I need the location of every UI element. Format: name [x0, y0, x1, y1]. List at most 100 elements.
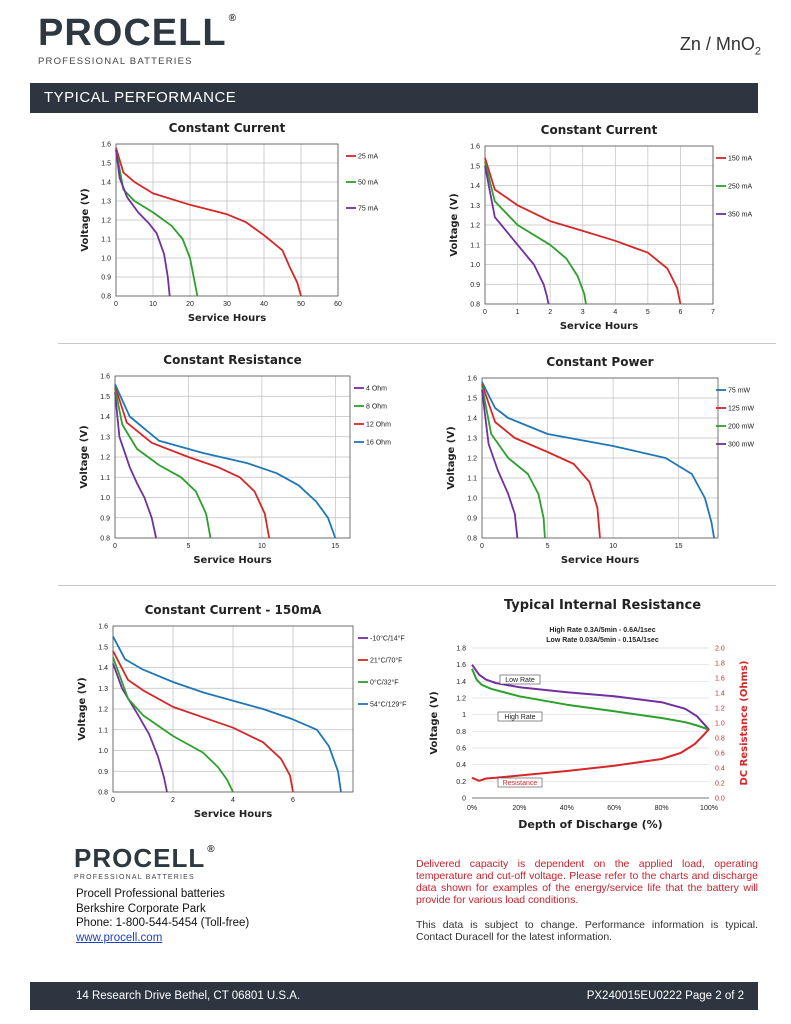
y2-tick-label: 1.0 [715, 721, 725, 728]
y-tick-label: 1.0 [470, 262, 480, 269]
y-axis-label: Voltage (V) [80, 188, 91, 251]
y-tick-label: 1.1 [98, 727, 108, 734]
series-line-125-mw [481, 383, 601, 539]
y2-tick-label: 0.6 [715, 751, 725, 758]
y-tick-label: 1.2 [101, 218, 111, 225]
legend-label: 300 mW [728, 442, 754, 449]
y2-tick-label: 1.6 [715, 676, 725, 683]
legend-label: 0°C/32°F [370, 679, 399, 687]
y-tick-label: 0.9 [98, 769, 108, 776]
y-tick-label: 1.1 [467, 476, 477, 483]
y-tick-label: 1.5 [98, 644, 108, 651]
y-tick-label: 1.0 [98, 748, 108, 755]
x-tick-label: 60% [607, 805, 621, 812]
series-line-21-c-70-f [112, 650, 294, 793]
x-axis-label: Service Hours [188, 313, 266, 324]
x-tick-label: 10 [609, 543, 617, 550]
y-tick-label: 1.0 [101, 256, 111, 263]
legend-label: 54°C/129°F [370, 701, 406, 709]
chart-title: Constant Current [541, 123, 658, 137]
legend-label: 25 mA [358, 154, 379, 161]
x-tick-label: 40 [260, 301, 268, 308]
legend-label: 50 mA [358, 180, 379, 187]
chart-title: Typical Internal Resistance [504, 598, 701, 613]
y-tick-label: 0.8 [101, 294, 111, 301]
y-tick-label: 0.8 [470, 302, 480, 309]
series-line-25-ma [115, 147, 302, 297]
plot-frame [114, 375, 351, 539]
chart-constant-power: Constant Power 0 5 10 15 0.8 0.9 1.0 1.1 1.2 1.3 1.… [446, 355, 754, 566]
x-tick-label: 0 [483, 309, 487, 316]
divider [58, 585, 776, 586]
x-tick-label: 50 [297, 301, 305, 308]
series-line--10-c-14-f [112, 663, 168, 793]
phone-number: Phone: 1-800-544-5454 (Toll-free) [76, 917, 250, 929]
x-tick-label: 0 [114, 301, 118, 308]
x-tick-label: 40% [560, 805, 574, 812]
y-axis-label: Voltage (V) [446, 426, 457, 489]
legend-label: 12 Ohm [366, 422, 391, 429]
x-tick-label: 5 [646, 309, 650, 316]
capacity-note: Delivered capacity is dependent on the a… [416, 858, 758, 906]
x-axis-label: Service Hours [560, 321, 638, 332]
legend-label: 75 mW [728, 388, 751, 395]
address-park: Berkshire Corporate Park [76, 902, 206, 915]
y-tick-label: 1.1 [100, 475, 110, 482]
legend-label: -10°C/14°F [370, 635, 405, 643]
y2-axis-label: DC Resistance (Ohms) [739, 661, 750, 786]
y-tick-label: 0 [462, 796, 466, 803]
y-tick-label: 0.8 [456, 729, 466, 736]
y-tick-label: 1.4 [100, 414, 110, 421]
series-line-300-mw [481, 389, 519, 539]
y2-tick-label: 0.2 [715, 781, 725, 788]
y-tick-label: 0.6 [456, 746, 466, 753]
plot-frame [115, 143, 339, 297]
x-axis-label: Service Hours [193, 555, 271, 566]
y-tick-label: 1.3 [470, 203, 480, 210]
y-tick-label: 1.4 [456, 679, 466, 686]
x-tick-label: 100% [700, 805, 718, 812]
series-line-200-mw [481, 385, 546, 539]
series-line-150-ma [484, 157, 682, 305]
y-tick-label: 1.2 [467, 456, 477, 463]
resistance-label-box [497, 777, 543, 788]
legend-label: 21°C/70°F [370, 657, 402, 665]
y-tick-label: 1.6 [98, 624, 108, 631]
low-rate-label: Low Rate [505, 677, 535, 684]
y-axis-label: Voltage (V) [77, 677, 88, 740]
x-tick-label: 5 [546, 543, 550, 550]
low-rate-label-box [499, 674, 541, 685]
x-tick-label: 6 [291, 797, 295, 804]
series-line-8-ohm [114, 388, 212, 539]
chart-title: Constant Current - 150mA [145, 603, 323, 617]
x-axis-label: Depth of Discharge (%) [518, 818, 662, 831]
y-tick-label: 1.5 [470, 163, 480, 170]
legend-label: 8 Ohm [366, 404, 387, 411]
y2-tick-label: 0.4 [715, 766, 725, 773]
plot-frame [484, 145, 714, 305]
chart-subtitle: Low Rate 0.03A/5min - 0.15A/1sec [546, 637, 659, 644]
x-tick-label: 10 [149, 301, 157, 308]
y2-tick-label: 0.0 [715, 796, 725, 803]
chart-internal-resistance: Typical Internal Resistance High Rate 0.3… [429, 598, 750, 831]
x-tick-label: 15 [675, 543, 683, 550]
brand-name: PROCELL [38, 12, 227, 54]
y2-tick-label: 0.8 [715, 736, 725, 743]
series-line-75-mw [481, 381, 715, 539]
chart-subtitle: High Rate 0.3A/5min - 0.6A/1sec [549, 627, 655, 634]
divider [58, 343, 776, 344]
x-tick-label: 15 [331, 543, 339, 550]
y-tick-label: 1.1 [470, 242, 480, 249]
chart-constant-current-150ma: Constant Current - 150mA 0 2 4 6 0.8 0.9 1.0 1.1… [77, 603, 406, 820]
x-tick-label: 30 [223, 301, 231, 308]
high-rate-label: High Rate [504, 714, 535, 721]
y-tick-label: 1.6 [467, 376, 477, 383]
y-tick-label: 1.1 [101, 237, 111, 244]
y-tick-label: 0.8 [100, 536, 110, 543]
series-line-0-c-32-f [112, 656, 234, 793]
legend-label: 150 mA [728, 156, 752, 163]
website-link[interactable]: www.procell.com [76, 931, 163, 944]
series-line-75-ma [115, 149, 171, 297]
y-axis-label: Voltage (V) [429, 691, 440, 754]
series-line-low-rate [471, 664, 710, 731]
